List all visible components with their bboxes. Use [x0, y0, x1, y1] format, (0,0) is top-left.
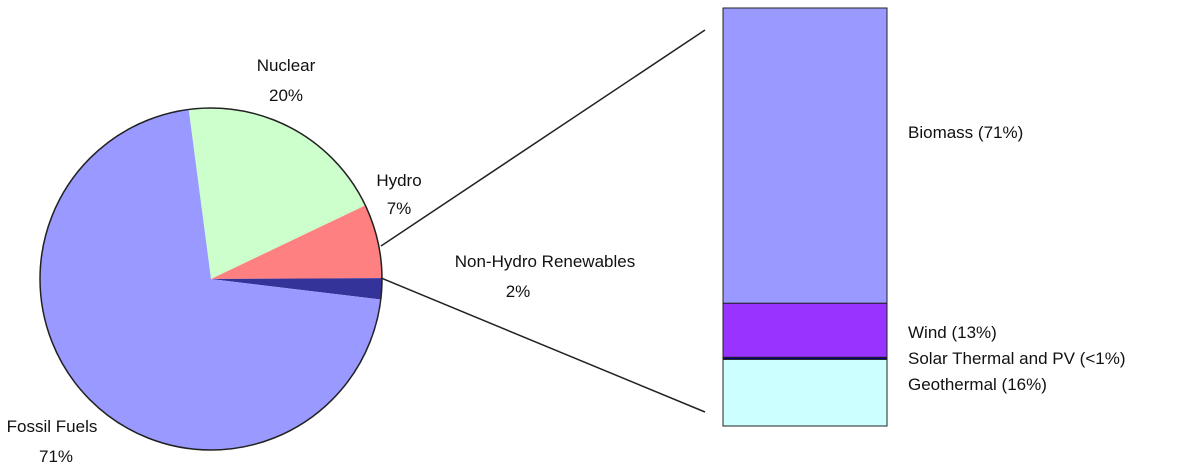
pie-label-nuclear-value: 20% [269, 86, 303, 105]
bar-label-biomass: Biomass (71%) [908, 123, 1023, 142]
pie-label-fossil-value: 71% [39, 447, 73, 466]
bar-label-wind: Wind (13%) [908, 323, 997, 342]
pie-label-fossil-name: Fossil Fuels [7, 417, 98, 436]
bar-segment-geothermal [722, 358, 888, 427]
pie-slice-hydro [211, 205, 382, 279]
pie-slice-nuclear [188, 108, 366, 279]
pie-chart [39, 107, 383, 451]
connector-line-bottom [380, 277, 706, 413]
bar-label-solar: Solar Thermal and PV (<1%) [908, 349, 1125, 368]
connector-lines [380, 29, 706, 413]
pie-slice-fossil-fuels [40, 109, 381, 451]
pie-slice-non-hydro-renewables [211, 278, 382, 300]
bar-label-geothermal: Geothermal (16%) [908, 375, 1047, 394]
pie-label-nuclear-name: Nuclear [257, 56, 316, 75]
connector-line-top [380, 29, 706, 247]
stacked-bar-chart [722, 7, 888, 427]
pie-label-nonhydro-value: 2% [506, 282, 531, 301]
pie-label-nonhydro-name: Non-Hydro Renewables [455, 252, 635, 271]
bar-segment-biomass [722, 7, 888, 304]
pie-label-hydro-value: 7% [387, 199, 412, 218]
pie-label-hydro-name: Hydro [376, 171, 421, 190]
bar-segment-wind [722, 302, 888, 358]
